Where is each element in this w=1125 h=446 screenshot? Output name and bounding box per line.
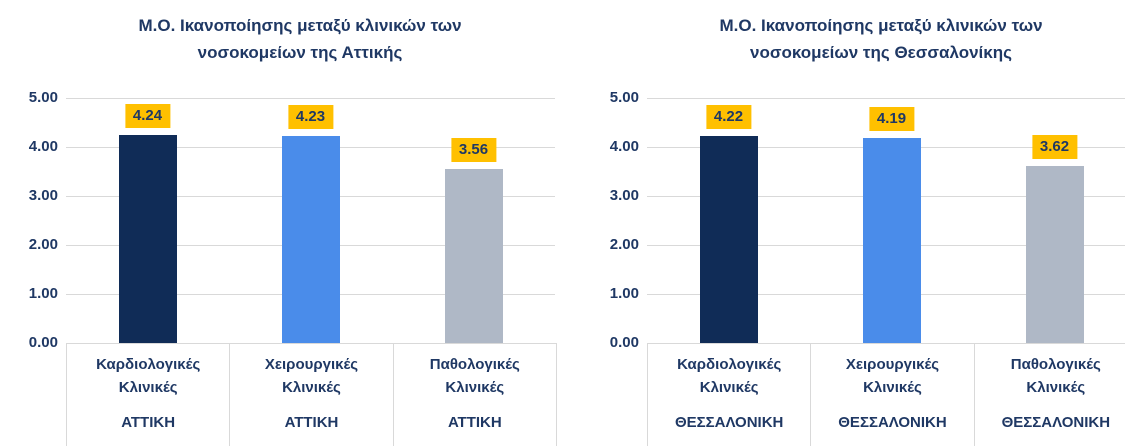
y-axis: 5.00 4.00 3.00 2.00 1.00 0.00 xyxy=(581,0,639,446)
category-axis: Καρδιολογικές Κλινικές ΘΕΣΣΑΛΟΝΙΚΗ Χειρο… xyxy=(647,343,1125,446)
category-label: Καρδιολογικές Κλινικές xyxy=(677,356,782,396)
chart-title-thessaloniki: Μ.Ο. Ικανοποίησης μεταξύ κλινικών των νοσ… xyxy=(626,12,1125,66)
y-axis: 5.00 4.00 3.00 2.00 1.00 0.00 xyxy=(0,0,58,446)
category-group-label: ΘΕΣΣΑΛΟΝΙΚΗ xyxy=(674,414,784,431)
chart-thessaloniki: Μ.Ο. Ικανοποίησης μεταξύ κλινικών των νοσ… xyxy=(581,0,1125,446)
bar-slot-surgery: 4.23 xyxy=(229,98,392,343)
category-group-label: ΘΕΣΣΑΛΟΝΙΚΗ xyxy=(1001,414,1111,431)
category-group-label: ΘΕΣΣΑΛΟΝΙΚΗ xyxy=(838,414,947,431)
category-group-label: ΑΤΤΙΚΗ xyxy=(284,414,339,431)
data-label-pathology: 3.56 xyxy=(450,137,497,162)
y-tick-2: 2.00 xyxy=(609,236,639,253)
category-cell-cardiology: Καρδιολογικές Κλινικές ΑΤΤΙΚΗ xyxy=(67,344,231,446)
data-label-cardiology: 4.24 xyxy=(124,104,171,129)
bar-cardiology xyxy=(118,135,177,343)
gridline-5 xyxy=(66,98,555,99)
category-cell-pathology: Παθολογικές Κλινικές ΘΕΣΣΑΛΟΝΙΚΗ xyxy=(975,344,1125,446)
chart-title-line2: νοσοκομείων της Θεσσαλονίκης xyxy=(750,43,1012,62)
category-cell-cardiology: Καρδιολογικές Κλινικές ΘΕΣΣΑΛΟΝΙΚΗ xyxy=(648,344,812,446)
y-tick-3: 3.00 xyxy=(28,187,58,204)
chart-title-line1: Μ.Ο. Ικανοποίησης μεταξύ κλινικών των xyxy=(719,16,1043,35)
bar-surgery xyxy=(281,135,340,343)
bar-slot-pathology: 3.56 xyxy=(392,98,555,343)
y-tick-4: 4.00 xyxy=(28,138,58,155)
category-label: Καρδιολογικές Κλινικές xyxy=(96,356,201,396)
bar-slot-surgery: 4.19 xyxy=(810,98,973,343)
y-tick-5: 5.00 xyxy=(28,89,58,106)
category-group-label: ΑΤΤΙΚΗ xyxy=(121,414,176,431)
y-tick-1: 1.00 xyxy=(609,285,639,302)
bar-slot-cardiology: 4.22 xyxy=(647,98,810,343)
bar-surgery xyxy=(862,137,921,343)
y-tick-1: 1.00 xyxy=(28,285,58,302)
plot-area: 4.24 4.23 3.56 xyxy=(66,98,555,343)
category-group-label: ΑΤΤΙΚΗ xyxy=(447,414,502,431)
chart-title-line2: νοσοκομείων της Αττικής xyxy=(197,43,403,62)
bar-slot-cardiology: 4.24 xyxy=(66,98,229,343)
data-label-surgery: 4.23 xyxy=(287,104,334,129)
category-label: Χειρουργικές Κλινικές xyxy=(264,356,359,396)
bar-pathology xyxy=(1025,165,1084,343)
data-label-cardiology: 4.22 xyxy=(705,105,752,130)
y-tick-4: 4.00 xyxy=(609,138,639,155)
bar-slot-pathology: 3.62 xyxy=(973,98,1125,343)
gridline-5 xyxy=(647,98,1125,99)
y-tick-0: 0.00 xyxy=(609,334,639,351)
y-tick-0: 0.00 xyxy=(28,334,58,351)
category-cell-surgery: Χειρουργικές Κλινικές ΑΤΤΙΚΗ xyxy=(230,344,394,446)
bar-cardiology xyxy=(699,136,758,343)
plot-area: 4.22 4.19 3.62 xyxy=(647,98,1125,343)
category-axis: Καρδιολογικές Κλινικές ΑΤΤΙΚΗ Χειρουργικ… xyxy=(66,343,557,446)
category-label: Παθολογικές Κλινικές xyxy=(1010,356,1101,396)
y-tick-3: 3.00 xyxy=(609,187,639,204)
chart-attica: Μ.Ο. Ικανοποίησης μεταξύ κλινικών των νοσ… xyxy=(0,0,557,446)
data-label-surgery: 4.19 xyxy=(868,106,915,131)
data-label-pathology: 3.62 xyxy=(1031,134,1078,159)
chart-title-attica: Μ.Ο. Ικανοποίησης μεταξύ κλινικών των νοσ… xyxy=(45,12,555,66)
category-cell-pathology: Παθολογικές Κλινικές ΑΤΤΙΚΗ xyxy=(394,344,556,446)
y-tick-2: 2.00 xyxy=(28,236,58,253)
bar-pathology xyxy=(444,168,503,343)
category-label: Παθολογικές Κλινικές xyxy=(429,356,520,396)
category-cell-surgery: Χειρουργικές Κλινικές ΘΕΣΣΑΛΟΝΙΚΗ xyxy=(811,344,975,446)
category-label: Χειρουργικές Κλινικές xyxy=(845,356,940,396)
chart-title-line1: Μ.Ο. Ικανοποίησης μεταξύ κλινικών των xyxy=(138,16,462,35)
y-tick-5: 5.00 xyxy=(609,89,639,106)
